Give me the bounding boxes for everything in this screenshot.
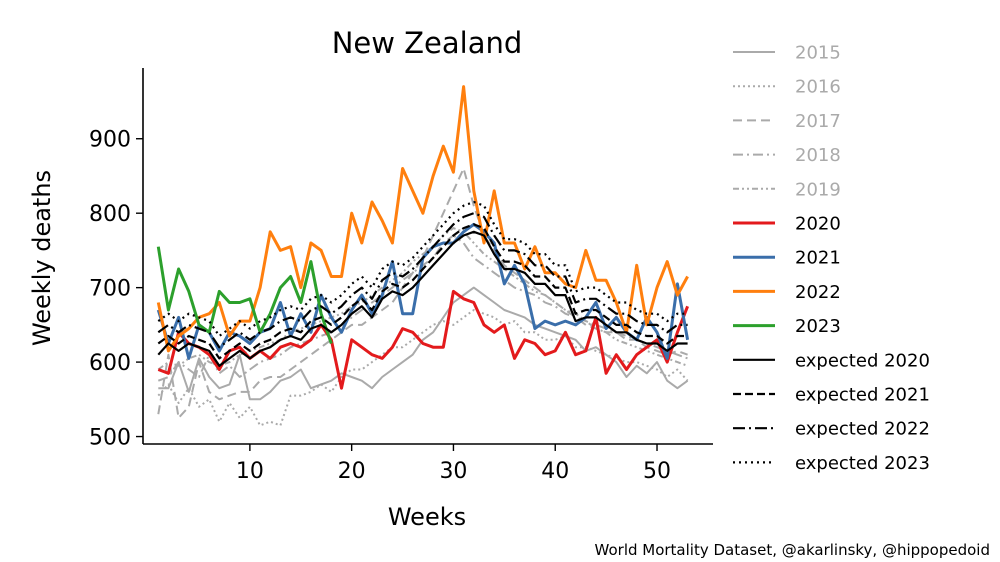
y-axis-label: Weekly deaths <box>28 170 56 346</box>
legend-label: expected 2020 <box>795 350 930 371</box>
series-line-2022 <box>156 85 689 353</box>
y-tick-label: 700 <box>89 277 131 302</box>
legend-label: 2016 <box>795 77 841 98</box>
plot-area <box>156 85 690 427</box>
x-tick-label: 30 <box>439 459 467 484</box>
x-tick-label: 10 <box>236 459 264 484</box>
y-tick-label: 500 <box>89 426 131 451</box>
y-ticks: 500 600 700 800 900 <box>89 128 143 451</box>
legend-label: 2019 <box>795 179 841 200</box>
chart-title: New Zealand <box>332 26 523 60</box>
series-line-2021 <box>156 222 690 360</box>
series-line-2019 <box>157 227 688 371</box>
legend-label: 2020 <box>795 214 841 235</box>
x-tick-label: 50 <box>643 459 671 484</box>
legend-label: 2015 <box>795 43 841 64</box>
x-ticks: 10 20 30 40 50 <box>236 444 671 484</box>
legend-label: 2022 <box>795 282 841 303</box>
legend-label: 2023 <box>795 316 841 337</box>
legend-label: expected 2023 <box>795 453 930 474</box>
x-tick-label: 20 <box>338 459 366 484</box>
y-tick-label: 900 <box>89 128 131 153</box>
series-line-2016 <box>157 309 689 427</box>
legend: 2015 2016 2017 2018 2019 2020 2021 2022 2023 expe… <box>733 43 930 474</box>
legend-label: 2017 <box>795 111 841 132</box>
y-tick-label: 800 <box>89 202 131 227</box>
series-line-2017 <box>157 167 688 419</box>
series-line-expected-2021 <box>157 223 688 360</box>
legend-label: 2021 <box>795 248 841 269</box>
series-line-expected-2020 <box>157 230 688 367</box>
legend-label: 2018 <box>795 145 841 166</box>
credit-text: World Mortality Dataset, @akarlinsky, @h… <box>595 541 990 559</box>
x-axis-label: Weeks <box>388 503 466 531</box>
series-line-2015 <box>158 286 689 401</box>
series-line-expected-2022 <box>157 212 688 349</box>
series-line-expected-2023 <box>157 200 688 338</box>
legend-label: expected 2021 <box>795 385 930 406</box>
series-line-2023 <box>156 246 333 344</box>
legend-label: expected 2022 <box>795 419 930 440</box>
x-tick-label: 40 <box>541 459 569 484</box>
y-tick-label: 600 <box>89 351 131 376</box>
